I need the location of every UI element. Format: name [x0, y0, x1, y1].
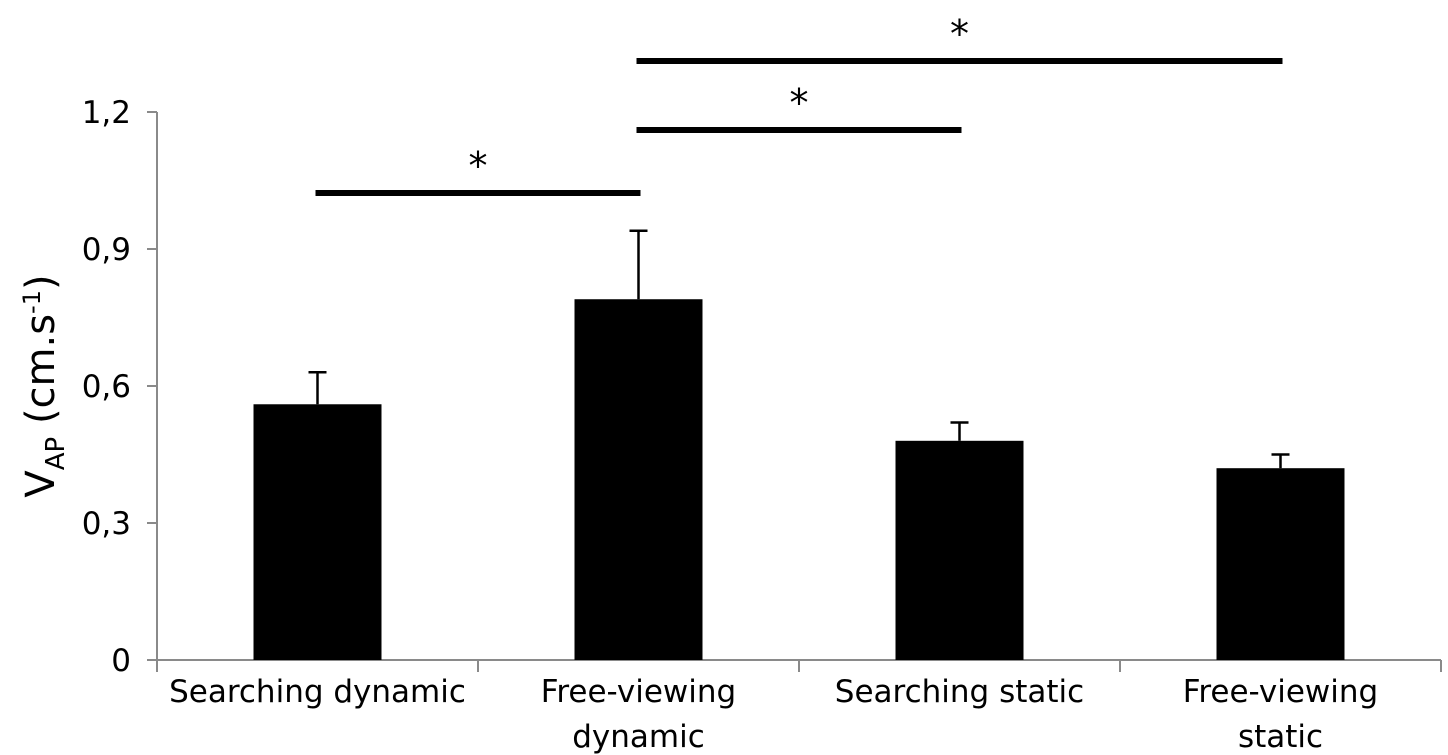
bars [253, 229, 1345, 660]
bar [895, 440, 1024, 660]
significance-star: * [469, 144, 488, 188]
x-tick-label: Searching static [835, 674, 1084, 710]
y-tick-label: 0,9 [82, 232, 131, 268]
y-axis-label-main: V [18, 470, 64, 498]
bar [574, 299, 703, 660]
y-axis-label-unit-close: ) [18, 274, 64, 290]
x-tick-label: dynamic [572, 719, 705, 755]
y-tick-label: 0 [111, 643, 131, 679]
significance-annotations: * * * [315, 12, 1283, 196]
significance-star: * [950, 12, 969, 56]
x-tick-label: Free-viewing [1183, 674, 1378, 710]
bar [253, 404, 382, 660]
x-tick-label: Searching dynamic [169, 674, 466, 710]
y-tick-label: 0,6 [82, 369, 131, 405]
y-axis-label-unit: (cm.s [18, 314, 64, 437]
significance-star: * [790, 81, 809, 125]
y-axis-title: VAP (cm.s-1) [18, 274, 71, 497]
y-tick-label: 1,2 [82, 95, 131, 131]
x-tick-label: static [1238, 719, 1323, 755]
y-axis-label: VAP (cm.s-1) [18, 274, 71, 497]
bar [1216, 468, 1345, 660]
axes: 0 0,3 0,6 0,9 1,2 Searching dynamic Free-viewi… [82, 95, 1442, 755]
y-tick-label: 0,3 [82, 506, 131, 542]
y-axis-label-superscript: -1 [18, 290, 46, 314]
x-tick-label: Free-viewing [541, 674, 736, 710]
y-axis-label-subscript: AP [41, 437, 71, 470]
